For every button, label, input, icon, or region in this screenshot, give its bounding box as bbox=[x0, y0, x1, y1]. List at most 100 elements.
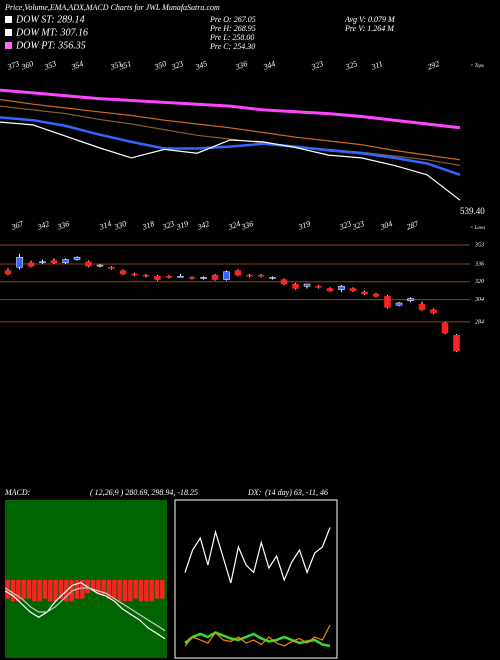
macd-title: MACD: bbox=[4, 488, 31, 497]
low-label: 330 bbox=[112, 219, 127, 232]
candle-body bbox=[407, 298, 414, 301]
dow-marker bbox=[5, 42, 12, 49]
low-label: 336 bbox=[239, 219, 254, 232]
candle-body bbox=[315, 285, 322, 288]
candle-body bbox=[384, 296, 391, 308]
top-label: 311 bbox=[369, 59, 384, 72]
page-title: Price,Volume,EMA,ADX,MACD Charts for JWL… bbox=[4, 3, 220, 12]
candle-body bbox=[430, 309, 437, 314]
ema-line bbox=[0, 105, 461, 166]
macd-bar bbox=[112, 580, 117, 599]
adx-line bbox=[184, 527, 331, 584]
dow-label: DOW MT: 307.16 bbox=[15, 27, 88, 38]
low-label: 323 bbox=[350, 219, 365, 232]
candle-body bbox=[257, 274, 265, 277]
candle-body bbox=[200, 277, 207, 279]
top-label: 373 bbox=[5, 59, 20, 72]
top-label: 323 bbox=[309, 59, 324, 72]
candle-body bbox=[96, 264, 104, 267]
candle-body bbox=[246, 274, 253, 277]
low-label: 367 bbox=[9, 219, 25, 232]
candle-body bbox=[27, 262, 35, 267]
top-label: 351 bbox=[117, 59, 132, 72]
top-label: 292 bbox=[426, 59, 440, 72]
candle-body bbox=[338, 285, 345, 290]
macd-bar bbox=[26, 580, 32, 599]
ema-line bbox=[0, 98, 461, 161]
macd-bar bbox=[138, 580, 144, 602]
macd-bar bbox=[90, 580, 96, 591]
top-label: 351 bbox=[108, 59, 123, 72]
macd-bar bbox=[101, 580, 106, 596]
macd-bar bbox=[133, 580, 138, 599]
ema-line bbox=[0, 116, 461, 176]
pre-label: Pre C: 254.30 bbox=[209, 42, 255, 51]
macd-line bbox=[4, 587, 166, 632]
low-label: 319 bbox=[296, 219, 311, 232]
macd-bar bbox=[21, 580, 26, 599]
top-label: 353 bbox=[42, 59, 57, 72]
pre-label: Pre H: 268.95 bbox=[209, 24, 256, 33]
top-label: 344 bbox=[261, 59, 276, 72]
low-label: 342 bbox=[35, 219, 50, 232]
macd-panel bbox=[5, 500, 167, 658]
candle-body bbox=[303, 283, 311, 287]
lows-label: < Lows bbox=[470, 226, 485, 231]
y-tick-label: 304 bbox=[474, 296, 484, 303]
dow-marker bbox=[5, 29, 12, 36]
dow-marker bbox=[5, 16, 12, 23]
adx-panel bbox=[174, 499, 338, 659]
ema-line bbox=[0, 121, 461, 201]
y-tick-label: 320 bbox=[474, 279, 484, 285]
adx-line bbox=[184, 624, 331, 647]
macd-bar bbox=[144, 580, 149, 602]
candle-body bbox=[234, 270, 242, 276]
macd-bar bbox=[117, 580, 122, 602]
candle-body bbox=[119, 270, 127, 275]
macd-line bbox=[4, 582, 166, 640]
macd-bar bbox=[149, 580, 154, 602]
candle-body bbox=[395, 302, 403, 306]
low-label: 304 bbox=[378, 219, 393, 232]
top-label: 345 bbox=[193, 59, 208, 72]
candle-body bbox=[16, 257, 23, 268]
header: DOW ST: 289.14 DOW MT: 307.16 DOW PT: 356.… bbox=[5, 14, 396, 51]
candle-body bbox=[223, 271, 230, 280]
low-label: 324 bbox=[226, 219, 241, 232]
adx-params: (14 day) 63, -11, 46 bbox=[265, 488, 328, 497]
top-label: 325 bbox=[343, 59, 358, 72]
macd-bar bbox=[32, 580, 37, 602]
macd-bar bbox=[80, 580, 85, 599]
y-tick-label: 284 bbox=[475, 318, 484, 325]
y-tick-label: 336 bbox=[474, 261, 484, 267]
tops-label: < Tops bbox=[470, 64, 484, 69]
candle-body bbox=[165, 275, 173, 278]
top-label: 360 bbox=[19, 59, 34, 72]
volume-label: Avg V: 0.079 M bbox=[344, 15, 396, 24]
candle-body bbox=[142, 274, 150, 277]
low-label: 323 bbox=[337, 219, 352, 232]
low-label: 318 bbox=[140, 219, 155, 232]
candle-body bbox=[188, 277, 196, 279]
candle-body bbox=[211, 274, 219, 280]
candle-body bbox=[85, 261, 92, 267]
candle-body bbox=[62, 259, 69, 264]
candle-body bbox=[361, 291, 368, 295]
macd-bar bbox=[10, 580, 16, 602]
macd-bar bbox=[53, 580, 58, 602]
candle-body bbox=[39, 261, 46, 263]
top-label: 354 bbox=[69, 59, 84, 72]
volume-label: Pre V: 1.264 M bbox=[344, 24, 395, 33]
candle-body bbox=[372, 293, 380, 297]
candle-body bbox=[326, 288, 334, 291]
macd-params: ( 12,26,9 ) 280.69, 298.94, -18.25 bbox=[90, 488, 198, 497]
macd-bar bbox=[58, 580, 64, 599]
top-label: 323 bbox=[169, 59, 184, 72]
ema-line bbox=[0, 88, 461, 130]
candle-body bbox=[441, 322, 449, 334]
low-label: 319 bbox=[174, 219, 189, 232]
top-label: 350 bbox=[152, 59, 167, 72]
candle-body bbox=[154, 275, 161, 280]
macd-bar bbox=[16, 580, 21, 602]
